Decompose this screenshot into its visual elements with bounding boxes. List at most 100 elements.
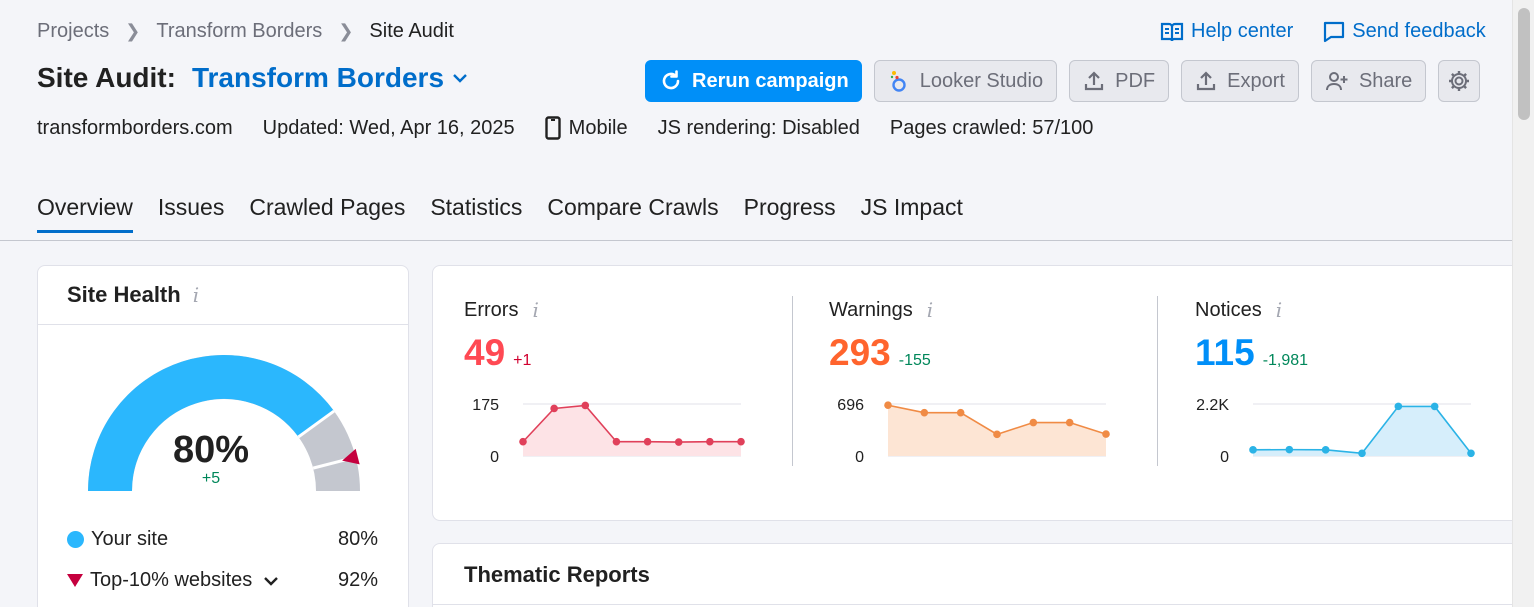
info-icon[interactable]: i [1275,298,1283,322]
info-icon[interactable]: i [532,298,539,322]
upload-icon [1085,71,1104,91]
triangle-down-icon [67,574,83,587]
add-user-icon [1325,72,1348,91]
site-health-gauge [88,355,360,492]
refresh-icon [662,70,680,90]
gauge-separator [297,409,335,439]
sparkline-area [1253,406,1471,456]
device-label: Mobile [568,116,628,139]
breadcrumb-projects[interactable]: Projects [37,20,110,42]
top10-value: 92% [337,569,378,591]
top10-marker [342,448,360,465]
settings-button[interactable] [1438,60,1481,102]
tab-bar: Overview Issues Crawled Pages Statistics… [37,194,988,233]
data-point [1249,446,1257,454]
breadcrumb: Projects ❯ Transform Borders ❯ Site Audi… [37,20,454,43]
export-label: Export [1227,69,1285,92]
data-point [581,401,590,410]
updated-text: Updated: Wed, Apr 16, 2025 [262,116,515,139]
toolbar: Rerun campaign Looker Studio PDF Export … [645,60,1481,102]
tab-progress[interactable]: Progress [743,194,836,220]
page-title-label: Site Audit: [37,62,176,93]
tab-compare-crawls[interactable]: Compare Crawls [547,194,719,220]
send-feedback-label: Send feedback [1352,20,1486,42]
tab-issues[interactable]: Issues [157,194,225,220]
y-tick-label: 696 [837,397,864,414]
data-point [643,437,652,446]
page-scrollbar[interactable] [1512,0,1534,607]
info-icon[interactable]: i [192,283,200,307]
info-icon[interactable]: i [926,298,934,322]
chevron-down-icon[interactable] [263,575,279,587]
chat-bubble-icon [1324,21,1345,42]
notices-value-row: 115 -1,981 [1195,332,1308,374]
sparkline-area [523,405,741,456]
errors-value-row: 49 +1 [464,332,531,374]
looker-studio-icon [890,71,906,92]
your-site-value: 80% [337,528,378,550]
project-selector[interactable]: Transform Borders [192,62,468,94]
notices-label: Notices [1195,298,1262,321]
scrollbar-thumb[interactable] [1518,8,1530,120]
export-button[interactable]: Export [1181,60,1299,102]
tab-statistics[interactable]: Statistics [430,194,523,220]
send-feedback-link[interactable]: Send feedback [1323,20,1486,43]
notices-delta: -1,981 [1262,352,1309,369]
data-point [993,430,1001,439]
share-button[interactable]: Share [1310,60,1427,102]
data-point [1065,418,1074,427]
tab-overview[interactable]: Overview [37,194,133,233]
domain-text: transformborders.com [37,116,233,139]
data-point [920,408,929,417]
errors-delta: +1 [513,352,532,369]
data-point [737,437,745,446]
upload-icon [1197,71,1216,91]
notices-header: Notices i [1195,298,1282,322]
top10-label: Top-10% websites [90,569,253,591]
chevron-down-icon [453,74,467,83]
y-tick-label: 0 [1220,449,1229,466]
data-point [1102,430,1110,438]
device-info: Mobile [544,116,628,140]
top-links: Help center Send feedback [1160,20,1486,43]
audit-meta: transformborders.com Updated: Wed, Apr 1… [37,116,1123,140]
warnings-sparkline: 696 0 [837,397,1110,466]
breadcrumb-project[interactable]: Transform Borders [156,20,323,42]
data-point [706,437,714,446]
gauge-fill [88,355,335,492]
tab-js-impact[interactable]: JS Impact [860,194,963,220]
site-health-header: Site Health i [38,266,408,325]
warnings-value-row: 293 -155 [829,332,931,374]
legend-top10: Top-10% websites 92% [67,569,378,592]
tab-crawled-pages[interactable]: Crawled Pages [249,194,406,220]
site-health-title: Site Health [67,282,181,307]
pdf-label: PDF [1115,69,1156,92]
data-point [956,408,965,417]
rerun-campaign-button[interactable]: Rerun campaign [645,60,862,102]
divider [1157,296,1158,466]
data-point [1285,445,1294,454]
sparkline-line [522,404,741,443]
pdf-button[interactable]: PDF [1069,60,1170,102]
warnings-header: Warnings i [829,298,933,322]
data-point [1467,449,1475,458]
notices-sparkline: 2.2K 0 [1196,397,1475,466]
divider [433,604,1531,605]
data-point [674,438,683,446]
your-site-dot [67,531,84,548]
help-center-link[interactable]: Help center [1160,20,1293,43]
looker-studio-button[interactable]: Looker Studio [873,60,1058,102]
legend-your-site: Your site 80% [67,528,378,551]
data-point [550,404,558,413]
warnings-value: 293 [829,332,891,373]
gear-icon [1449,71,1470,91]
js-rendering-text: JS rendering: Disabled [657,116,860,139]
y-tick-label: 0 [855,449,864,466]
data-point [519,437,527,446]
warnings-label: Warnings [829,298,913,321]
errors-header: Errors i [464,298,539,322]
rerun-campaign-label: Rerun campaign [692,69,849,92]
divider [792,296,793,466]
share-label: Share [1358,69,1413,92]
data-point [1394,402,1403,411]
